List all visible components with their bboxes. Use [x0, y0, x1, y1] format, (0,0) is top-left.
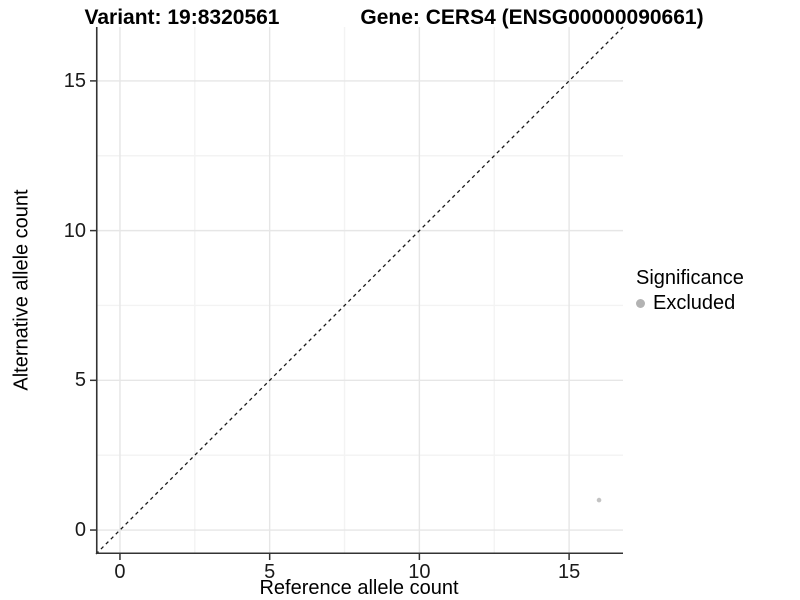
x-axis-title: Reference allele count [259, 577, 459, 599]
y-axis-tick-label: 0 [74, 519, 86, 542]
gene-title: Gene: CERS4 (ENSG00000090661) [360, 6, 704, 29]
x-axis-tick-label: 5 [264, 561, 276, 583]
x-axis-tick-label: 10 [408, 561, 431, 583]
variant-title: Variant: 19:8320561 [84, 6, 280, 29]
excluded-dot-icon [636, 298, 645, 308]
legend-item-label: Excluded [653, 292, 736, 314]
x-axis-tick-label: 0 [114, 561, 126, 583]
y-axis-tick-label: 15 [63, 69, 86, 92]
identity-dashed-line [95, 26, 624, 555]
plot-canvas [90, 26, 624, 560]
plot-panel [90, 26, 624, 560]
data-point [596, 497, 602, 503]
y-axis-title: Alternative allele count [10, 189, 33, 391]
legend-title: Significance [636, 267, 744, 289]
x-axis-tick-label: 15 [557, 561, 581, 583]
legend-item-excluded: Excluded [636, 292, 744, 314]
legend: Significance Excluded [636, 266, 744, 314]
y-axis-tick-label: 5 [74, 369, 86, 392]
y-axis-tick-label: 10 [63, 219, 86, 242]
